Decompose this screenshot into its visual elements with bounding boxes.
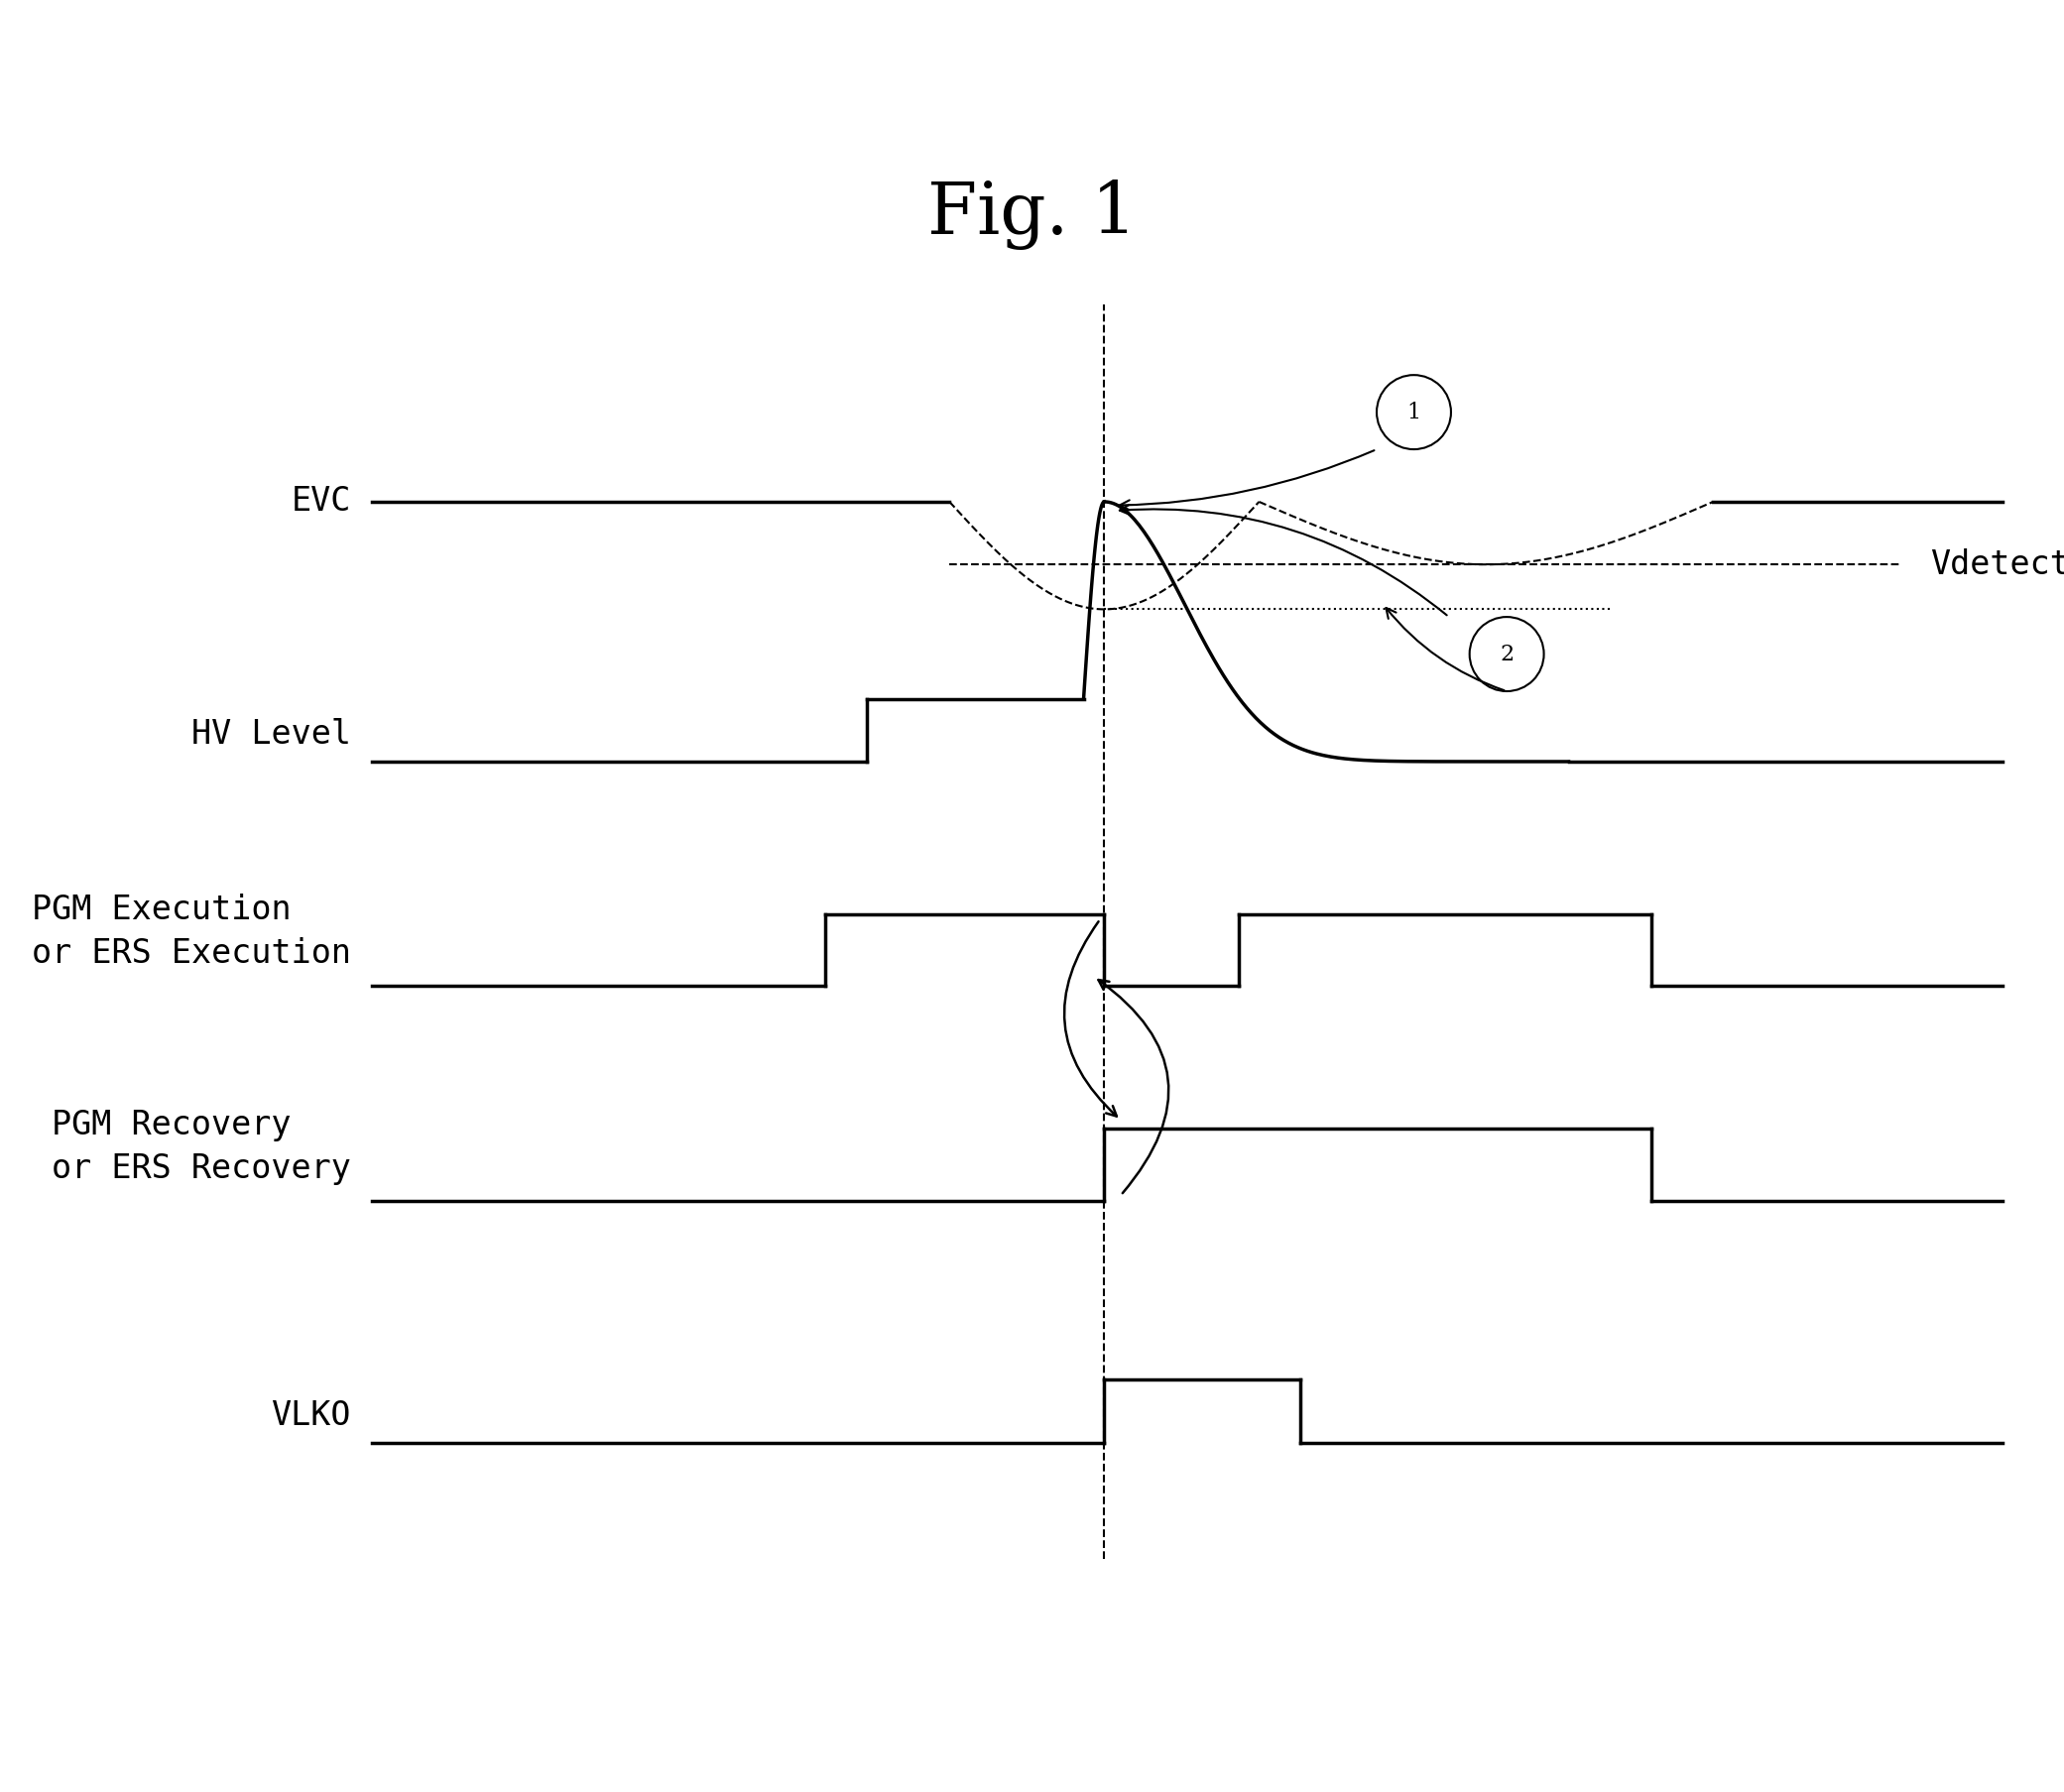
Text: Fig. 1: Fig. 1 <box>927 179 1137 251</box>
Text: PGM Execution
or ERS Execution: PGM Execution or ERS Execution <box>31 894 351 969</box>
Text: 2: 2 <box>1501 643 1513 665</box>
Text: PGM Recovery
or ERS Recovery: PGM Recovery or ERS Recovery <box>52 1109 351 1185</box>
Text: 1: 1 <box>1408 401 1420 423</box>
Text: Vdetect: Vdetect <box>1930 548 2064 581</box>
Text: EVC: EVC <box>291 486 351 518</box>
Text: VLKO: VLKO <box>270 1400 351 1432</box>
Text: HV Level: HV Level <box>192 719 351 751</box>
